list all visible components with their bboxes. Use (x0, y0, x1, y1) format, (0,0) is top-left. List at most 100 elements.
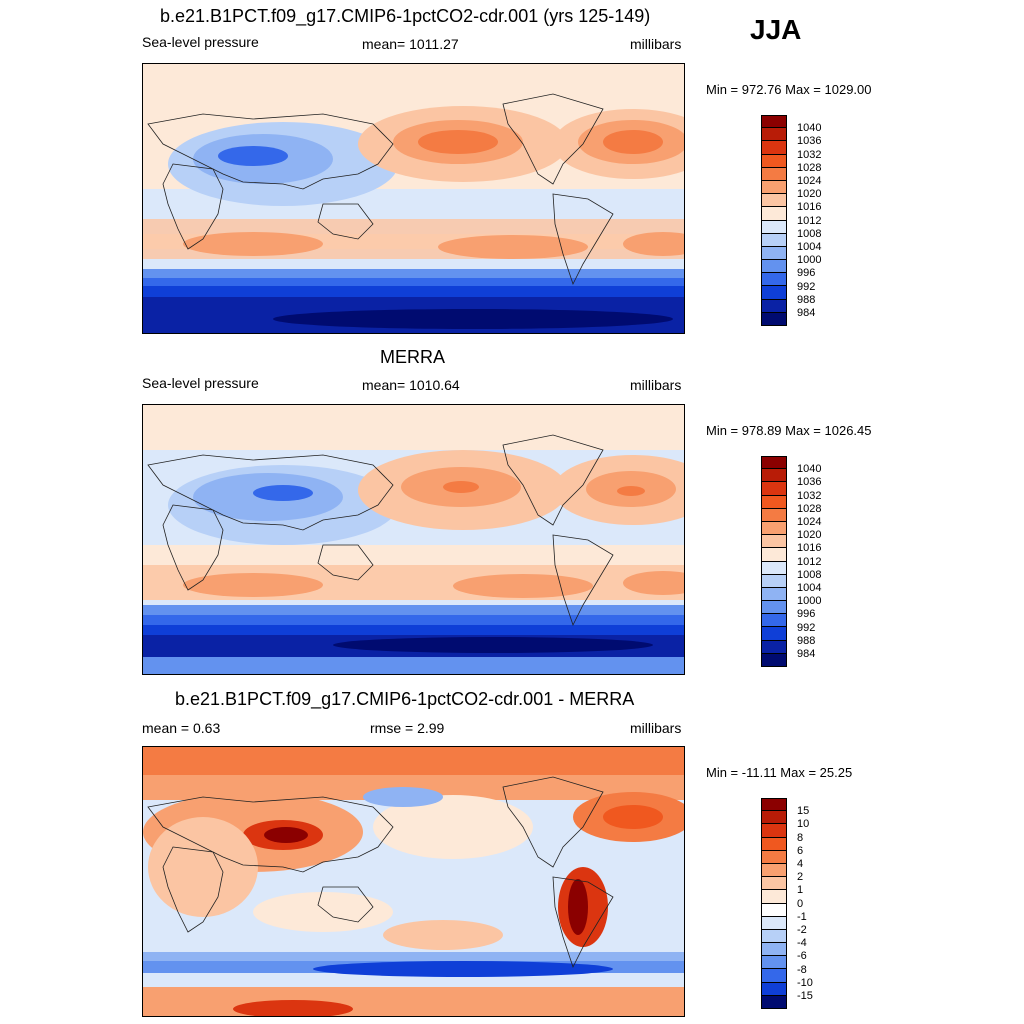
panel1-atlantic-high-core (603, 130, 663, 154)
panel1-colorbar-swatch (761, 312, 787, 326)
panel1-asia-low-core (218, 146, 288, 166)
panel3-colorbar-swatch (761, 982, 787, 996)
panel2-colorbar-label: 1020 (797, 529, 822, 542)
panel2-colorbar-label: 996 (797, 608, 816, 621)
panel3-andes-max (568, 879, 588, 935)
panel2-colorbar-label: 1032 (797, 489, 822, 502)
panel3-australia-outline (317, 886, 374, 923)
panel1-so-992 (143, 286, 684, 300)
panel2-sh-high-indian (183, 573, 323, 597)
panel1-colorbar-label: 1016 (797, 201, 822, 214)
panel1-colorbar-label: 1024 (797, 175, 822, 187)
panel1-mean: mean= 1011.27 (362, 36, 459, 52)
panel3-colorbar-swatch (761, 969, 787, 983)
panel2-colorbar-label: 1028 (797, 502, 822, 515)
panel2-colorbar-label: 988 (797, 634, 816, 647)
panel2-colorbar-label: 1012 (797, 555, 822, 568)
season-label: JJA (750, 14, 802, 45)
panel3-colorbar-swatch (761, 916, 787, 930)
panel2-mean: mean= 1010.64 (362, 377, 460, 393)
panel2-colorbar-label: 1008 (797, 568, 822, 581)
panel2-australia-outline (317, 544, 374, 581)
panel3-colorbar-swatch (761, 811, 787, 825)
panel1-colorbar-swatch (761, 194, 787, 208)
panel2-colorbar-label: 984 (797, 648, 816, 660)
panel1-colorbar-swatch (761, 246, 787, 261)
panel2-colorbar-swatch (761, 574, 787, 588)
panel1-colorbar (761, 115, 787, 326)
panel2-colorbar-swatch (761, 653, 787, 667)
panel3-colorbar-label: 0 (797, 897, 804, 910)
panel3-antarctic-max (233, 1000, 353, 1016)
panel3-colorbar-label: 10 (797, 818, 810, 831)
panel2-colorbar-swatch (761, 521, 787, 536)
panel3-colorbar-swatch (761, 863, 787, 878)
panel2-antarctic-band (143, 657, 684, 674)
panel1-samerica-outline (552, 193, 614, 286)
panel2-colorbar-label: 1040 (797, 463, 822, 476)
panel2-minmax: Min = 978.89 Max = 1026.45 (706, 423, 872, 438)
panel3-title: b.e21.B1PCT.f09_g17.CMIP6-1pctCO2-cdr.00… (175, 689, 635, 709)
panel2-colorbar-label: 1004 (797, 582, 822, 594)
panel3-colorbar-swatch (761, 837, 787, 851)
panel1-colorbar-swatch (761, 260, 787, 274)
panel3-colorbar-swatch (761, 877, 787, 891)
panel1-colorbar-label: 992 (797, 280, 816, 293)
panel1-colorbar-swatch (761, 141, 787, 155)
panel1-africa-outline (162, 163, 224, 250)
panel1-colorbar-label: 996 (797, 267, 816, 280)
panel3-colorbar-swatch (761, 929, 787, 944)
panel1-colorbar-swatch (761, 115, 787, 129)
panel1-australia-outline (317, 203, 374, 240)
panel2-so-996 (143, 615, 684, 627)
panel1-eurasia-outline (147, 113, 394, 190)
panel1-colorbar-swatch (761, 207, 787, 221)
panel3-pacific-neutral (373, 795, 533, 859)
panel3-antarctic-positive (143, 987, 684, 1016)
panel3-units: millibars (630, 720, 682, 736)
panel3-nw-pacific-negative (363, 787, 443, 807)
panel2-asia-low-core (253, 485, 313, 501)
panel3-sh-indian-neutral (253, 892, 393, 932)
panel2-colorbar-swatch (761, 456, 787, 470)
panel1-colorbar-swatch (761, 167, 787, 181)
panel2-colorbar-swatch (761, 601, 787, 615)
panel1-colorbar-label: 1012 (797, 214, 822, 227)
panel2-colorbar-swatch (761, 535, 787, 549)
panel2-colorbar-label: 1016 (797, 542, 822, 555)
panel1-colorbar-swatch (761, 233, 787, 247)
panel3-colorbar-label: 8 (797, 831, 804, 844)
panel3-contour-field (143, 747, 684, 1016)
panel3-africa-outline (162, 846, 224, 933)
panel1-colorbar-label: 1004 (797, 241, 822, 253)
panel3-atlantic-core (603, 805, 663, 829)
panel2-colorbar-swatch (761, 561, 787, 575)
panel1-units: millibars (630, 36, 682, 52)
panel1-sh-high-pacific (438, 235, 588, 259)
panel2-title: MERRA (380, 347, 446, 367)
panel2-colorbar-swatch (761, 627, 787, 641)
panel1-colorbar-swatch (761, 299, 787, 313)
panel3-minmax: Min = -11.11 Max = 25.25 (706, 765, 853, 780)
panel3-colorbar-swatch (761, 798, 787, 812)
panel1-colorbar-swatch (761, 273, 787, 287)
panel2-colorbar-swatch (761, 614, 787, 628)
panel2-sh-high-pacific (453, 574, 593, 598)
panel3-colorbar-label: -1 (797, 910, 807, 923)
panel3-tibet-max (264, 827, 308, 843)
panel2-so-1000 (143, 605, 684, 617)
panel1-so-984 (273, 309, 673, 329)
panel2-samerica-outline (552, 534, 614, 627)
panel3-colorbar-label: 1 (797, 884, 804, 897)
panel2-pacific-high-core (443, 481, 479, 493)
panel2-contour-field (143, 405, 684, 674)
panel1-title: b.e21.B1PCT.f09_g17.CMIP6-1pctCO2-cdr.00… (160, 6, 651, 26)
panel1-colorbar-swatch (761, 180, 787, 195)
panel2-namerica-outline (502, 434, 604, 526)
panel1-sh-high-atlantic (623, 232, 684, 256)
panel2-colorbar-label: 1000 (797, 595, 822, 608)
panel1-pacific-high-core (418, 130, 498, 154)
panel3-sh-pacific-positive (383, 920, 503, 950)
panel2-africa-outline (162, 504, 224, 591)
panel3-colorbar-label: 2 (797, 871, 804, 884)
